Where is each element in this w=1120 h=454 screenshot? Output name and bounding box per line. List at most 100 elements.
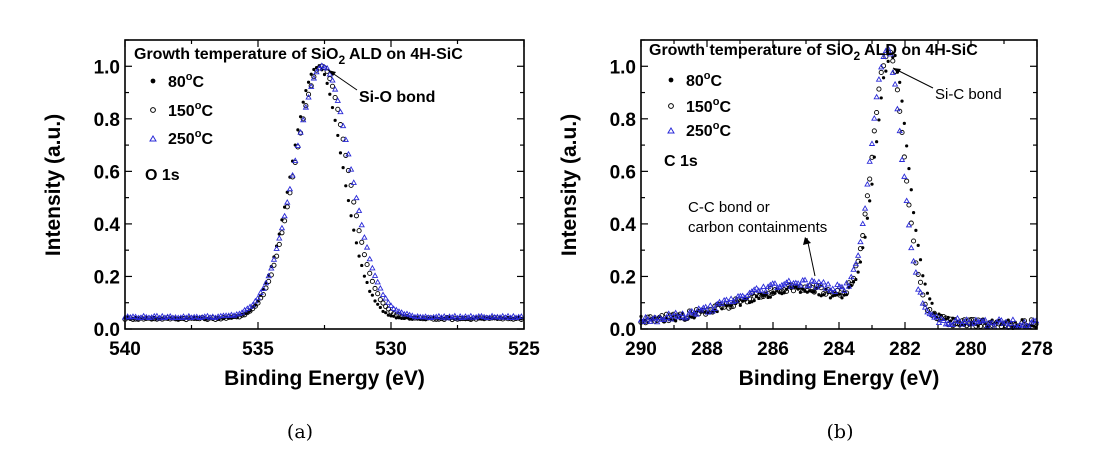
panel-a-y-tick-label: 0.0 <box>94 320 120 341</box>
panel-a-point-80c <box>381 309 385 314</box>
panel-b-point-250c <box>794 280 802 286</box>
panel-b-point-250c <box>1023 322 1030 329</box>
panel-b-point-250c <box>954 314 961 321</box>
panel-b-point-250c <box>1021 318 1028 325</box>
panel-b-point-250c <box>801 276 809 283</box>
panel-b-point-250c <box>806 282 813 288</box>
panel-b-side-arrow <box>806 237 816 277</box>
panel-a-point-250c <box>377 284 384 291</box>
panel-b-point-250c <box>732 297 739 303</box>
panel-b-point-250c <box>700 304 707 311</box>
panel-b-point-250c <box>797 282 804 288</box>
panel-a-point-80c <box>386 313 390 317</box>
panel-a-point-250c <box>185 312 193 319</box>
panel-b-point-250c <box>984 322 991 329</box>
panel-b-point-150c <box>663 311 669 317</box>
panel-b-point-150c <box>818 285 824 291</box>
panel-b-point-250c <box>681 314 689 321</box>
panel-a-point-150c <box>303 103 309 109</box>
panel-b-point-250c <box>644 316 652 322</box>
panel-a-point-150c <box>218 316 224 322</box>
panel-a-point-250c <box>257 289 264 295</box>
panel-a-point-250c <box>366 255 373 262</box>
panel-b-point-150c <box>841 290 847 296</box>
panel-b-point-250c <box>875 76 883 82</box>
panel-b-point-250c <box>818 281 825 288</box>
panel-b-point-250c <box>905 221 913 228</box>
panel-a-point-250c <box>456 313 464 319</box>
panel-a-point-150c <box>505 316 511 322</box>
panel-a-x-tick-label: 530 <box>375 339 407 360</box>
panel-a-point-250c <box>480 313 488 320</box>
panel-b-legend-item-250: 250oC <box>667 120 731 140</box>
panel-b-point-250c <box>873 93 880 100</box>
panel-b-point-80c <box>856 270 860 274</box>
panel-a-point-80c <box>296 128 300 132</box>
panel-a-point-250c <box>268 264 275 271</box>
panel-a-point-150c <box>332 95 338 101</box>
panel-b-point-250c <box>951 317 959 324</box>
panel-b-x-tick-label: 288 <box>691 339 723 360</box>
panel-a-point-250c <box>443 314 451 321</box>
panel-b-point-80c <box>893 53 897 58</box>
panel-a-point-250c <box>406 311 413 318</box>
panel-b-point-250c <box>1009 316 1017 322</box>
panel-b-point-250c <box>963 316 970 322</box>
panel-a-region-label: O 1s <box>145 167 180 184</box>
panel-a-point-250c <box>441 313 448 319</box>
panel-a-point-250c <box>414 313 421 319</box>
panel-a-point-150c <box>252 303 258 309</box>
panel-b-x-tick-label: 282 <box>889 339 921 360</box>
panel-b-point-250c <box>730 298 737 304</box>
panel-a-point-150c <box>353 213 359 219</box>
panel-a-point-150c <box>356 228 362 234</box>
panel-a-point-80c <box>370 293 374 297</box>
panel-b-point-250c <box>725 298 732 305</box>
panel-a-x-tick-label: 535 <box>242 339 274 360</box>
panel-a-x-axis-title: Binding Energy (eV) <box>224 367 425 390</box>
panel-b-point-150c <box>947 316 954 322</box>
panel-b-point-250c <box>723 296 730 303</box>
panel-b-point-80c <box>877 118 881 122</box>
panel-b-point-250c <box>808 277 816 283</box>
panel-a-point-250c <box>329 76 336 83</box>
panel-b-point-250c <box>815 278 823 285</box>
panel-b-point-250c <box>908 244 915 251</box>
panel-a-point-250c <box>302 104 310 110</box>
panel-b-point-150c <box>864 193 870 199</box>
panel-b-point-250c <box>919 300 926 306</box>
panel-b-point-250c <box>894 105 901 112</box>
panel-b-point-250c <box>921 304 929 310</box>
panel-b-point-250c <box>1007 320 1014 326</box>
panel-a-point-250c <box>409 312 416 318</box>
panel-a-point-80c <box>301 100 305 104</box>
panel-b-point-250c <box>970 319 977 326</box>
panel-b-c1s-chart: 290 288 286 284 282 280 2780.00.20.40.60.81.0 … <box>558 39 1053 443</box>
panel-a-point-250c <box>385 299 392 305</box>
panel-a-point-150c <box>383 303 389 310</box>
panel-b-point-250c <box>979 317 987 324</box>
panel-a-point-250c <box>422 313 429 319</box>
panel-b-point-250c <box>866 158 873 164</box>
panel-b-point-250c <box>898 156 906 162</box>
panel-a-point-80c <box>373 299 377 303</box>
panel-a-point-150c <box>284 204 290 210</box>
panel-b-point-80c <box>914 228 918 232</box>
panel-a-point-250c <box>305 93 312 100</box>
panel-a-point-80c <box>333 118 337 122</box>
panel-a-point-80c <box>354 241 359 245</box>
panel-b-y-tick-label: 0.4 <box>610 215 637 236</box>
panel-b-point-80c <box>918 258 923 262</box>
panel-b-point-80c <box>868 199 872 203</box>
panel-a-point-80c <box>338 151 343 155</box>
panel-b-point-250c <box>778 281 786 288</box>
panel-b-point-250c <box>935 319 943 326</box>
panel-a-point-250c <box>355 207 363 213</box>
panel-a-point-250c <box>371 272 379 278</box>
panel-a-point-150c <box>271 262 277 268</box>
panel-b-point-250c <box>665 310 672 316</box>
panel-a-point-250c <box>464 314 472 320</box>
panel-b-y-tick-label: 0.8 <box>610 110 636 131</box>
panel-b-point-250c <box>965 319 973 325</box>
panel-b-point-250c <box>942 320 950 327</box>
